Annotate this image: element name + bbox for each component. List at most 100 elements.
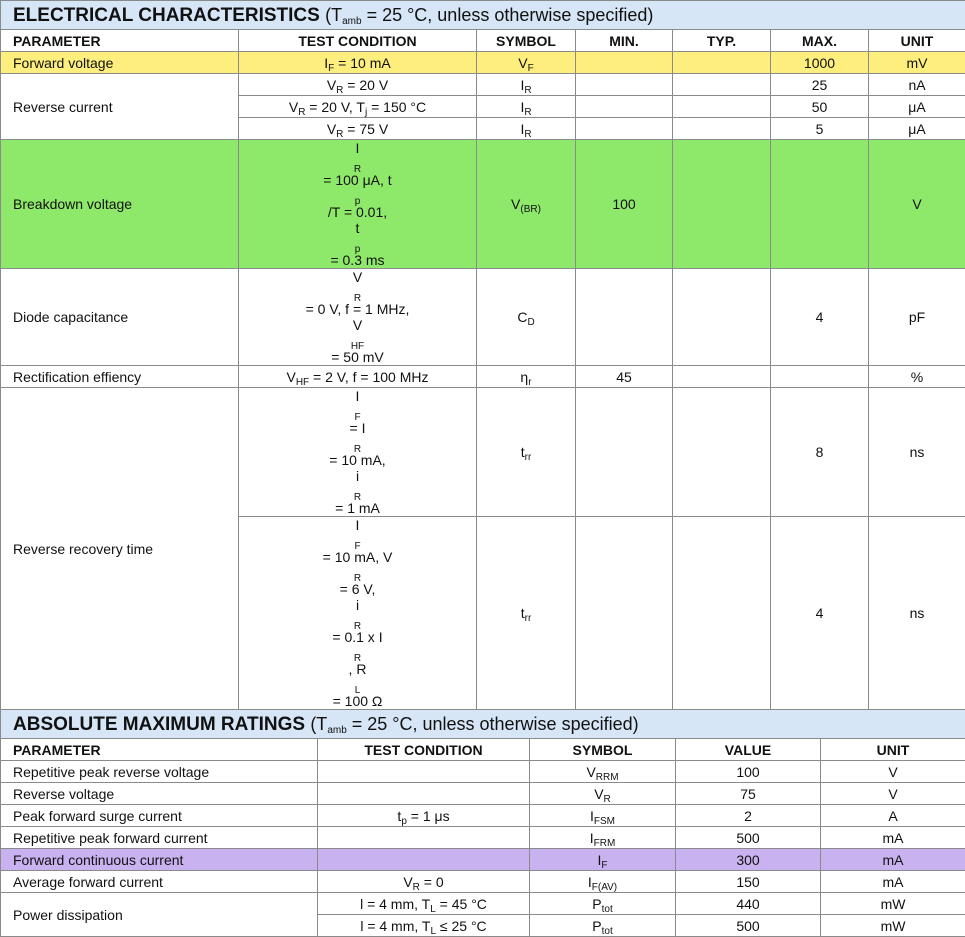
typ-reverse-current-2 [673, 96, 771, 118]
cond-forward-voltage: IF = 10 mA [239, 52, 477, 74]
abs-unit-1: V [821, 761, 965, 783]
abs-param-2: Reverse voltage [1, 783, 318, 805]
unit-reverse-current-2: μA [869, 96, 965, 118]
electrical-title-main: ELECTRICAL CHARACTERISTICS [13, 5, 320, 26]
abs-cond-5 [318, 849, 530, 871]
typ-recovery-1 [673, 388, 771, 517]
abs-sym-power-2: Ptot [530, 915, 676, 937]
absolute-title-main: ABSOLUTE MAXIMUM RATINGS [13, 714, 305, 735]
table-row-abs-2: Reverse voltage VR 75 V [1, 783, 965, 805]
abs-param-6: Average forward current [1, 871, 318, 893]
sym-reverse-current-3: IR [477, 118, 576, 140]
sym-forward-voltage: VF [477, 52, 576, 74]
sym-recovery-2: trr [477, 517, 576, 710]
table-row-abs-6: Average forward current VR = 0 IF(AV) 15… [1, 871, 965, 893]
table-row-rectification: Rectification effiency VHF = 2 V, f = 10… [1, 366, 965, 388]
unit-breakdown-voltage: V [869, 140, 965, 269]
abs-unit-power-2: mW [821, 915, 965, 937]
table-row-forward-voltage: Forward voltage IF = 10 mA VF 1000 mV [1, 52, 965, 74]
table-row-reverse-current-1: Reverse current VR = 20 V IR 25 nA [1, 74, 965, 96]
absolute-title-condition: (Tamb = 25 °C, unless otherwise specifie… [310, 714, 638, 734]
header-max: MAX. [771, 30, 869, 52]
unit-forward-voltage: mV [869, 52, 965, 74]
table-row-abs-3: Peak forward surge current tp = 1 μs IFS… [1, 805, 965, 827]
abs-value-6: 150 [676, 871, 821, 893]
abs-sym-6: IF(AV) [530, 871, 676, 893]
abs-cond-4 [318, 827, 530, 849]
cond-reverse-current-2: VR = 20 V, Tj = 150 °C [239, 96, 477, 118]
param-rectification: Rectification effiency [1, 366, 239, 388]
header-test-condition: TEST CONDITION [239, 30, 477, 52]
max-reverse-current-2: 50 [771, 96, 869, 118]
abs-cond-6: VR = 0 [318, 871, 530, 893]
max-reverse-current-3: 5 [771, 118, 869, 140]
abs-cond-power-1: l = 4 mm, TL = 45 °C [318, 893, 530, 915]
absolute-title: ABSOLUTE MAXIMUM RATINGS (Tamb = 25 °C, … [1, 710, 965, 739]
sym-diode-capacitance: CD [477, 269, 576, 366]
typ-rectification [673, 366, 771, 388]
typ-forward-voltage [673, 52, 771, 74]
header-typ: TYP. [673, 30, 771, 52]
abs-sym-4: IFRM [530, 827, 676, 849]
abs-sym-5: IF [530, 849, 676, 871]
typ-breakdown-voltage [673, 140, 771, 269]
abs-header-symbol: SYMBOL [530, 739, 676, 761]
electrical-header-row: PARAMETER TEST CONDITION SYMBOL MIN. TYP… [1, 30, 965, 52]
param-breakdown-voltage: Breakdown voltage [1, 140, 239, 269]
param-forward-voltage: Forward voltage [1, 52, 239, 74]
abs-param-power: Power dissipation [1, 893, 318, 937]
cond-rectification: VHF = 2 V, f = 100 MHz [239, 366, 477, 388]
min-reverse-current-3 [576, 118, 673, 140]
table-row-abs-1: Repetitive peak reverse voltage VRRM 100… [1, 761, 965, 783]
min-diode-capacitance [576, 269, 673, 366]
abs-param-4: Repetitive peak forward current [1, 827, 318, 849]
min-forward-voltage [576, 52, 673, 74]
abs-cond-3: tp = 1 μs [318, 805, 530, 827]
abs-unit-power-1: mW [821, 893, 965, 915]
typ-reverse-current-3 [673, 118, 771, 140]
max-diode-capacitance: 4 [771, 269, 869, 366]
min-reverse-current-2 [576, 96, 673, 118]
abs-unit-3: A [821, 805, 965, 827]
abs-sym-3: IFSM [530, 805, 676, 827]
typ-reverse-current-1 [673, 74, 771, 96]
unit-recovery-1: ns [869, 388, 965, 517]
sym-reverse-current-2: IR [477, 96, 576, 118]
unit-reverse-current-1: nA [869, 74, 965, 96]
absolute-maximum-ratings-table: ABSOLUTE MAXIMUM RATINGS (Tamb = 25 °C, … [0, 709, 965, 937]
abs-param-5: Forward continuous current [1, 849, 318, 871]
abs-value-power-1: 440 [676, 893, 821, 915]
unit-rectification: % [869, 366, 965, 388]
abs-value-3: 2 [676, 805, 821, 827]
max-reverse-current-1: 25 [771, 74, 869, 96]
sym-breakdown-voltage: V(BR) [477, 140, 576, 269]
abs-cond-2 [318, 783, 530, 805]
absolute-title-row: ABSOLUTE MAXIMUM RATINGS (Tamb = 25 °C, … [1, 710, 965, 739]
header-parameter: PARAMETER [1, 30, 239, 52]
abs-unit-4: mA [821, 827, 965, 849]
max-forward-voltage: 1000 [771, 52, 869, 74]
abs-unit-2: V [821, 783, 965, 805]
min-breakdown-voltage: 100 [576, 140, 673, 269]
electrical-title: ELECTRICAL CHARACTERISTICS (Tamb = 25 °C… [1, 1, 965, 30]
abs-header-unit: UNIT [821, 739, 965, 761]
min-recovery-1 [576, 388, 673, 517]
abs-unit-5: mA [821, 849, 965, 871]
electrical-title-condition: (Tamb = 25 °C, unless otherwise specifie… [325, 5, 653, 25]
typ-recovery-2 [673, 517, 771, 710]
min-reverse-current-1 [576, 74, 673, 96]
absolute-header-row: PARAMETER TEST CONDITION SYMBOL VALUE UN… [1, 739, 965, 761]
abs-value-4: 500 [676, 827, 821, 849]
typ-diode-capacitance [673, 269, 771, 366]
abs-header-parameter: PARAMETER [1, 739, 318, 761]
abs-value-power-2: 500 [676, 915, 821, 937]
param-reverse-current: Reverse current [1, 74, 239, 140]
max-recovery-1: 8 [771, 388, 869, 517]
abs-header-test-condition: TEST CONDITION [318, 739, 530, 761]
